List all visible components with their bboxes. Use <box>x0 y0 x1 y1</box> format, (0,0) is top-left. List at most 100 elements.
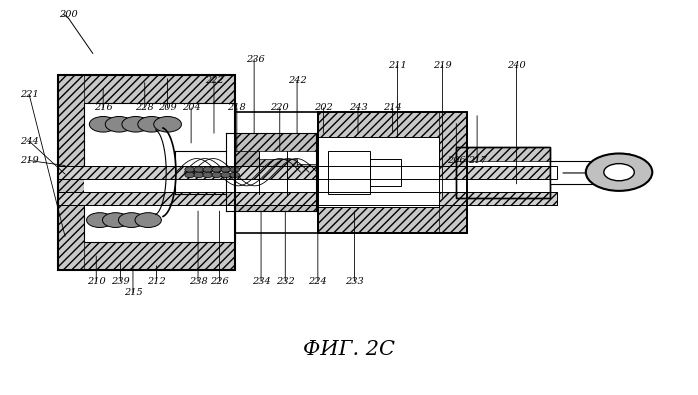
Text: 216: 216 <box>94 103 112 113</box>
Circle shape <box>103 213 129 228</box>
Text: 210: 210 <box>87 277 105 286</box>
Text: 211: 211 <box>388 60 407 70</box>
Bar <box>318 112 467 137</box>
Circle shape <box>586 154 653 191</box>
Bar <box>456 147 550 160</box>
Circle shape <box>604 164 634 181</box>
Text: 206: 206 <box>447 156 466 165</box>
Bar <box>297 164 325 176</box>
Text: 244: 244 <box>20 137 38 145</box>
Bar <box>58 166 557 179</box>
Text: 234: 234 <box>252 277 270 286</box>
Bar <box>297 172 325 184</box>
Circle shape <box>185 167 195 172</box>
Bar <box>318 207 467 233</box>
Bar <box>58 241 235 269</box>
Bar <box>84 103 235 241</box>
Bar <box>231 151 259 170</box>
Circle shape <box>89 117 117 132</box>
Text: ФИГ. 2C: ФИГ. 2C <box>303 340 395 359</box>
Circle shape <box>194 172 204 178</box>
Circle shape <box>230 172 239 178</box>
Text: 204: 204 <box>181 103 200 113</box>
Circle shape <box>138 117 165 132</box>
Bar <box>174 194 226 211</box>
Circle shape <box>185 172 195 178</box>
Text: 240: 240 <box>507 60 526 70</box>
Text: 202: 202 <box>314 103 333 113</box>
Bar <box>456 184 550 198</box>
Text: 222: 222 <box>205 76 223 85</box>
Text: 212: 212 <box>147 277 166 286</box>
Bar <box>550 160 609 172</box>
Circle shape <box>87 213 113 228</box>
Circle shape <box>212 167 221 172</box>
Bar <box>174 133 226 151</box>
Text: 242: 242 <box>288 76 306 85</box>
Bar <box>439 112 467 233</box>
Bar <box>58 192 557 205</box>
Bar <box>605 166 623 179</box>
Text: 208: 208 <box>620 164 639 173</box>
Bar <box>214 151 231 182</box>
Bar <box>188 182 215 194</box>
Text: 232: 232 <box>276 277 295 286</box>
Text: 236: 236 <box>246 55 265 64</box>
Text: 215: 215 <box>124 288 142 297</box>
Circle shape <box>154 117 181 132</box>
Bar <box>550 160 609 184</box>
Text: 209: 209 <box>158 103 177 113</box>
Circle shape <box>212 172 221 178</box>
Bar <box>318 112 467 233</box>
Circle shape <box>105 117 133 132</box>
Bar <box>58 75 235 269</box>
Bar <box>328 151 370 194</box>
Text: 217: 217 <box>468 156 487 165</box>
Text: 214: 214 <box>383 103 402 113</box>
Bar <box>259 174 297 190</box>
Circle shape <box>221 172 230 178</box>
Bar <box>259 166 297 182</box>
Bar <box>188 151 215 162</box>
Text: 243: 243 <box>348 103 367 113</box>
Bar <box>58 75 235 103</box>
Text: 221: 221 <box>20 90 38 99</box>
Bar <box>58 75 84 269</box>
Text: 233: 233 <box>346 277 364 286</box>
Text: 219: 219 <box>433 60 452 70</box>
Bar <box>58 192 557 205</box>
Bar <box>58 75 235 269</box>
Text: 239: 239 <box>111 277 130 286</box>
Bar <box>84 179 557 192</box>
Bar <box>550 172 609 184</box>
Bar <box>226 133 316 151</box>
Bar <box>456 147 550 198</box>
Bar <box>226 194 316 211</box>
Bar <box>370 158 401 186</box>
Bar <box>318 112 467 233</box>
Text: 218: 218 <box>228 103 246 113</box>
Circle shape <box>194 167 204 172</box>
Circle shape <box>221 167 230 172</box>
Bar <box>318 137 439 207</box>
Text: 224: 224 <box>309 277 327 286</box>
Text: 200: 200 <box>59 10 78 19</box>
Bar <box>58 166 557 179</box>
Bar <box>259 158 297 174</box>
Circle shape <box>122 117 149 132</box>
Text: 226: 226 <box>210 277 229 286</box>
Text: 219: 219 <box>20 156 38 165</box>
Text: 220: 220 <box>270 103 289 113</box>
Bar <box>231 174 259 194</box>
Circle shape <box>119 213 144 228</box>
Circle shape <box>135 213 161 228</box>
Text: 238: 238 <box>188 277 207 286</box>
Circle shape <box>203 172 213 178</box>
Circle shape <box>230 167 239 172</box>
Bar <box>328 151 370 194</box>
Circle shape <box>203 167 213 172</box>
Bar <box>231 166 259 182</box>
Bar <box>456 147 550 198</box>
Bar <box>370 158 401 186</box>
Text: 228: 228 <box>135 103 154 113</box>
